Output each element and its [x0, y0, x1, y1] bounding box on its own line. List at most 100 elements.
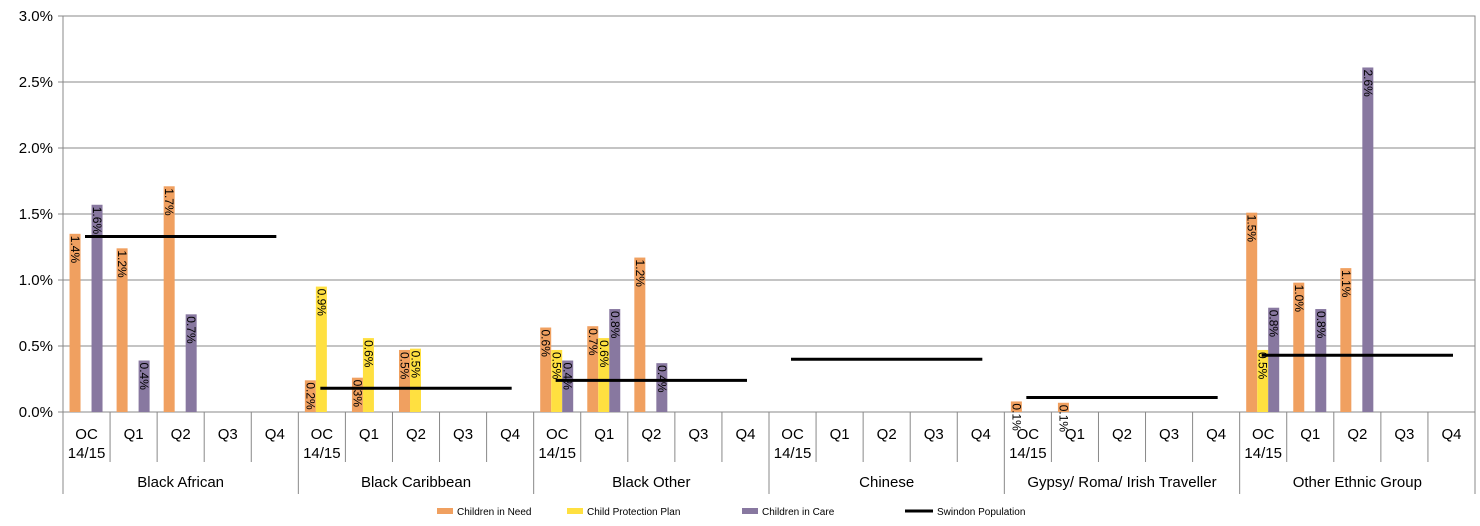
x-category-label: Q3 — [688, 426, 708, 443]
bar-cpp — [362, 338, 374, 412]
bar-cin — [1293, 282, 1305, 412]
data-label: 1.6% — [90, 207, 104, 235]
x-category-label: Q2 — [641, 426, 661, 443]
x-category-label-line2: 14/15 — [303, 445, 341, 462]
x-category-label: Q4 — [1441, 426, 1461, 443]
x-group-label: Black Caribbean — [361, 474, 471, 491]
legend-label: Swindon Population — [937, 507, 1025, 518]
x-category-label-line2: 14/15 — [1009, 445, 1047, 462]
data-label: 1.5% — [1245, 215, 1259, 243]
bar-cic — [656, 363, 668, 412]
y-tick-label: 0.0% — [19, 404, 53, 421]
data-label: 2.6% — [1361, 69, 1375, 97]
bar-cic — [185, 314, 197, 412]
data-label: 0.5% — [409, 351, 423, 379]
bar-cin — [1057, 402, 1069, 412]
data-label: 0.2% — [303, 382, 317, 410]
data-label: 1.2% — [115, 250, 129, 278]
data-label: 1.4% — [68, 236, 82, 264]
data-label: 0.8% — [1314, 311, 1328, 339]
legend-swatch — [567, 508, 583, 514]
legend-label: Child Protection Plan — [587, 507, 680, 518]
data-label: 0.5% — [550, 352, 564, 380]
x-category-label: Q4 — [500, 426, 520, 443]
x-category-label: Q4 — [265, 426, 285, 443]
data-label: 0.5% — [398, 352, 412, 380]
x-category-label: OC — [781, 426, 804, 443]
x-category-label: Q2 — [171, 426, 191, 443]
x-group-label: Black Other — [612, 474, 690, 491]
bar-cin — [1340, 268, 1352, 412]
data-label: 0.8% — [608, 311, 622, 339]
data-label: 0.1% — [1056, 405, 1070, 433]
data-label: 0.7% — [586, 328, 600, 356]
bars-layer: 1.4% 1.6% 1.2% 0.4% 1.7% 0.7% 0.2% 0.9% 0.3% 0.6%… — [68, 67, 1375, 432]
bar-cpp — [1257, 349, 1269, 412]
x-category-label: Q3 — [218, 426, 238, 443]
data-label: 0.7% — [184, 316, 198, 344]
y-tick-label: 0.5% — [19, 338, 53, 355]
bar-cin — [304, 380, 316, 412]
y-tick-label: 3.0% — [19, 8, 53, 25]
x-category-label: Q2 — [877, 426, 897, 443]
bar-cpp — [410, 348, 421, 412]
x-category-label: Q3 — [924, 426, 944, 443]
data-label: 0.8% — [1267, 310, 1281, 338]
bar-cic — [1315, 309, 1327, 412]
bar-cic — [91, 204, 103, 412]
bar-cpp — [315, 286, 327, 412]
bar-cic — [1268, 307, 1280, 412]
y-axis: 0.0% 0.5% 1.0% 1.5% 2.0% 2.5% 3.0% — [19, 8, 63, 421]
data-label: 0.6% — [597, 340, 611, 368]
bar-cin — [351, 377, 363, 412]
bar-cin — [116, 248, 128, 412]
legend: Children in Need Child Protection Plan Chi… — [437, 507, 1025, 518]
bar-cic — [562, 360, 574, 412]
x-group-label: Other Ethnic Group — [1293, 474, 1422, 491]
y-tick-label: 1.0% — [19, 272, 53, 289]
x-category-label-line2: 14/15 — [538, 445, 576, 462]
bar-cin — [1010, 401, 1022, 412]
bar-cic — [1362, 67, 1374, 412]
bar-cin — [163, 186, 175, 412]
legend-swatch — [437, 508, 453, 514]
data-label: 0.1% — [1009, 403, 1023, 431]
x-category-label: Q4 — [1206, 426, 1226, 443]
bar-cin — [69, 233, 81, 412]
x-category-label: Q3 — [453, 426, 473, 443]
data-label: 1.2% — [633, 260, 647, 288]
y-tick-label: 2.5% — [19, 74, 53, 91]
x-category-label: Q2 — [1112, 426, 1132, 443]
x-category-label: Q4 — [971, 426, 991, 443]
x-category-label: OC — [1017, 426, 1040, 443]
x-category-label: OC — [546, 426, 569, 443]
bar-cin — [399, 349, 410, 412]
data-label: 0.4% — [561, 363, 575, 391]
x-category-label: Q1 — [359, 426, 379, 443]
bar-cin — [634, 257, 646, 412]
x-category-label: Q1 — [594, 426, 614, 443]
legend-label: Children in Care — [762, 507, 835, 518]
x-category-label-line2: 14/15 — [774, 445, 812, 462]
data-label: 0.9% — [314, 289, 328, 317]
x-category-label: Q2 — [406, 426, 426, 443]
bar-cin — [587, 326, 599, 412]
data-label: 1.7% — [162, 188, 176, 216]
bar-cin — [540, 327, 552, 412]
y-tick-label: 1.5% — [19, 206, 53, 223]
legend-swatch — [742, 508, 758, 514]
population-lines-layer — [85, 234, 1453, 399]
data-label: 0.6% — [539, 330, 553, 358]
bar-cic — [138, 360, 150, 412]
x-axis: OC 14/15 Q1 Q2 Q3 Q4 Black African OC 14/15 Q1 Q2 Q… — [62, 412, 1476, 494]
x-category-label: Q1 — [1300, 426, 1320, 443]
x-category-label: Q3 — [1159, 426, 1179, 443]
y-tick-label: 2.0% — [19, 140, 53, 157]
x-category-label: Q2 — [1347, 426, 1367, 443]
legend-label: Children in Need — [457, 507, 532, 518]
x-category-label-line2: 14/15 — [68, 445, 106, 462]
x-category-label: OC — [311, 426, 334, 443]
data-label: 1.0% — [1292, 285, 1306, 313]
x-category-label-line2: 14/15 — [1244, 445, 1282, 462]
